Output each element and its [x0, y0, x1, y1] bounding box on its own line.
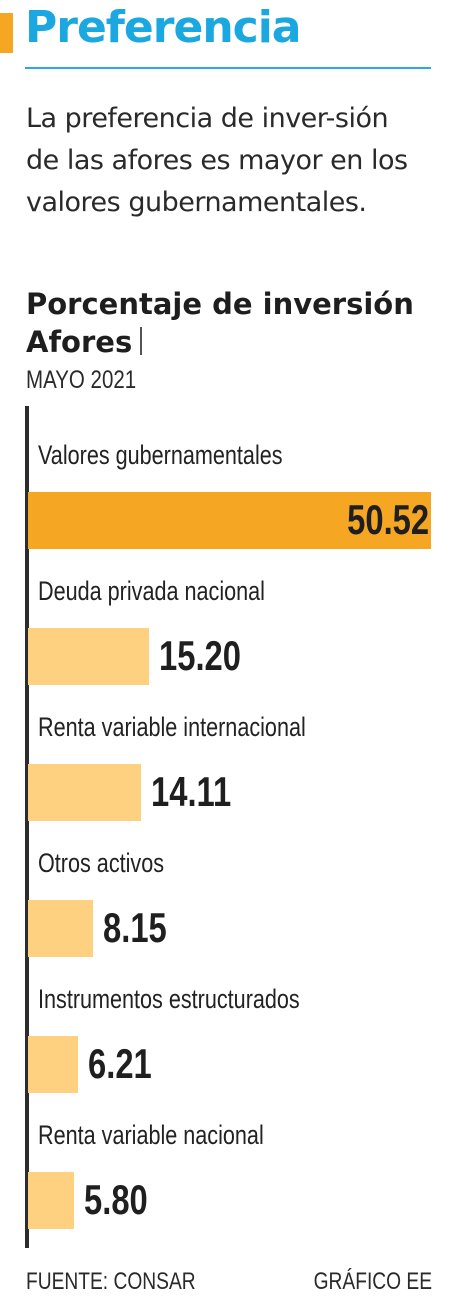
bar [28, 1036, 78, 1093]
bar [28, 900, 93, 957]
category-label: Renta variable internacional [38, 712, 306, 742]
bar [28, 628, 149, 685]
chart-axis-line [25, 406, 29, 1248]
intro-text: La preferencia de inver-sión de las afor… [26, 103, 408, 218]
category-label: Instrumentos estructurados [38, 984, 300, 1014]
title-divider [25, 67, 431, 69]
category-label: Valores gubernamentales [38, 440, 283, 470]
title-separator [140, 327, 143, 355]
chart-title-text: Porcentaje de inversión Afores [26, 287, 414, 359]
category-label: Renta variable nacional [38, 1120, 264, 1150]
graphic-credit: GRÁFICO EE [313, 1268, 432, 1295]
source-note: FUENTE: CONSAR [26, 1268, 196, 1295]
category-label: Deuda privada nacional [38, 576, 265, 606]
value-label: 15.20 [159, 632, 241, 679]
bar [28, 492, 431, 549]
category-label: Otros activos [38, 848, 165, 878]
page-title: Preferencia [25, 2, 301, 53]
title-accent-mark [0, 13, 13, 53]
value-label: 5.80 [84, 1176, 148, 1223]
chart-subtitle: MAYO 2021 [26, 366, 137, 394]
value-label: 50.52 [347, 496, 429, 543]
bar [28, 1172, 74, 1229]
value-label: 6.21 [88, 1040, 152, 1087]
value-label: 14.11 [151, 768, 232, 815]
bar [28, 764, 141, 821]
value-label: 8.15 [103, 904, 167, 951]
chart-title: Porcentaje de inversión Afores [26, 285, 446, 361]
